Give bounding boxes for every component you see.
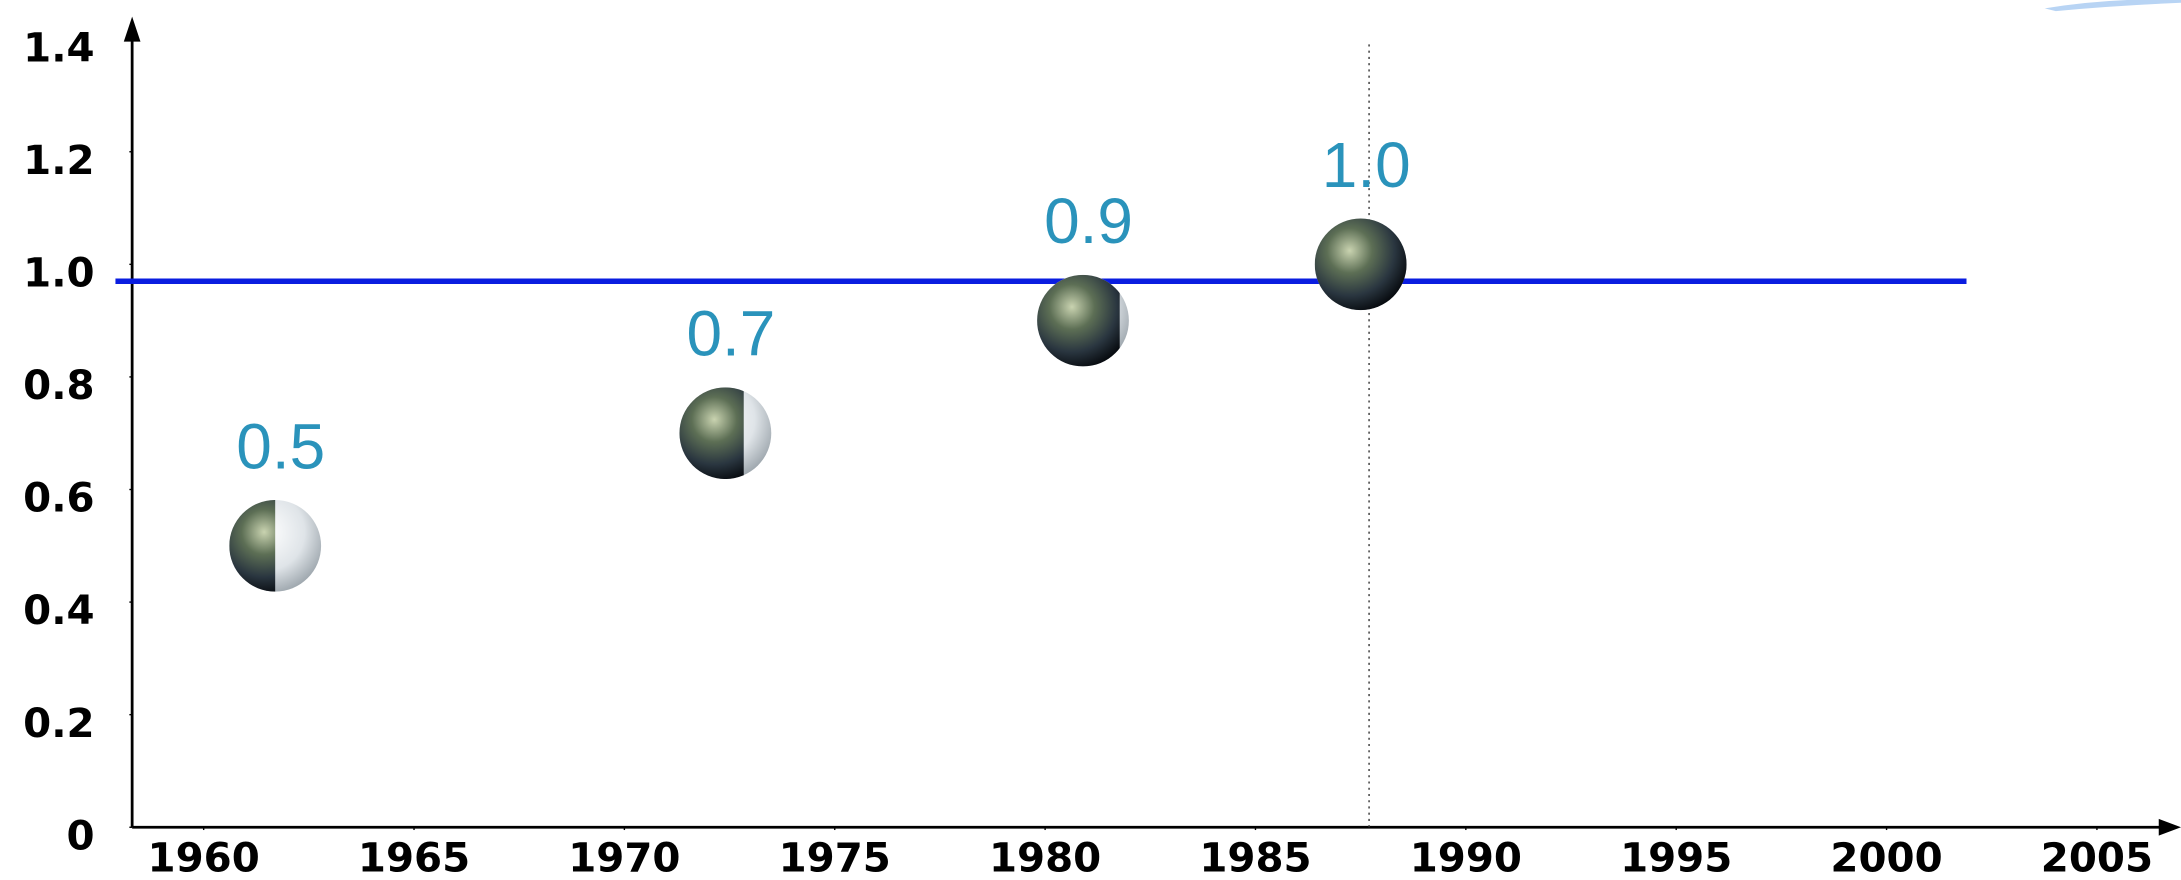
x-tick-label: 1995 [1620,835,1732,880]
x-tick-label: 1970 [568,835,680,880]
x-tick-label: 2005 [2041,835,2153,880]
y-tick-label: 1.4 [23,24,94,71]
y-tick-label: 0.2 [23,700,94,747]
y-tick-label: 1.2 [23,137,94,184]
x-tick-label: 1965 [358,835,470,880]
y-tick-label: 0.8 [23,362,94,409]
y-tick-label: 0.6 [23,475,94,522]
x-tick-label: 1990 [1410,835,1522,880]
globe-dark [679,387,744,480]
y-tick-label: 0.4 [23,587,94,634]
value-label: 1.0 [1322,129,1411,201]
y-tick-label: 0 [67,812,95,859]
y-axis-arrow [123,16,141,42]
value-label: 0.9 [1044,185,1133,257]
globe-dark [229,500,276,592]
x-tick-label: 1960 [148,835,260,880]
globe-point [1037,274,1129,367]
x-axis-arrow [2158,818,2181,836]
value-label: 0.5 [236,410,325,482]
x-tick-label: 1975 [779,835,891,880]
globe-dark [1314,218,1407,311]
x-tick-label: 1985 [1199,835,1311,880]
y-tick-label: 1.0 [23,249,94,296]
globe-point [229,499,322,592]
value-label: 0.7 [686,298,775,370]
globe-point [1314,218,1407,311]
globe-dark [1037,274,1120,367]
decoration [2044,0,2181,12]
x-tick-label: 2000 [1830,835,1942,880]
x-tick-label: 1980 [989,835,1101,880]
globe-point [679,387,772,480]
